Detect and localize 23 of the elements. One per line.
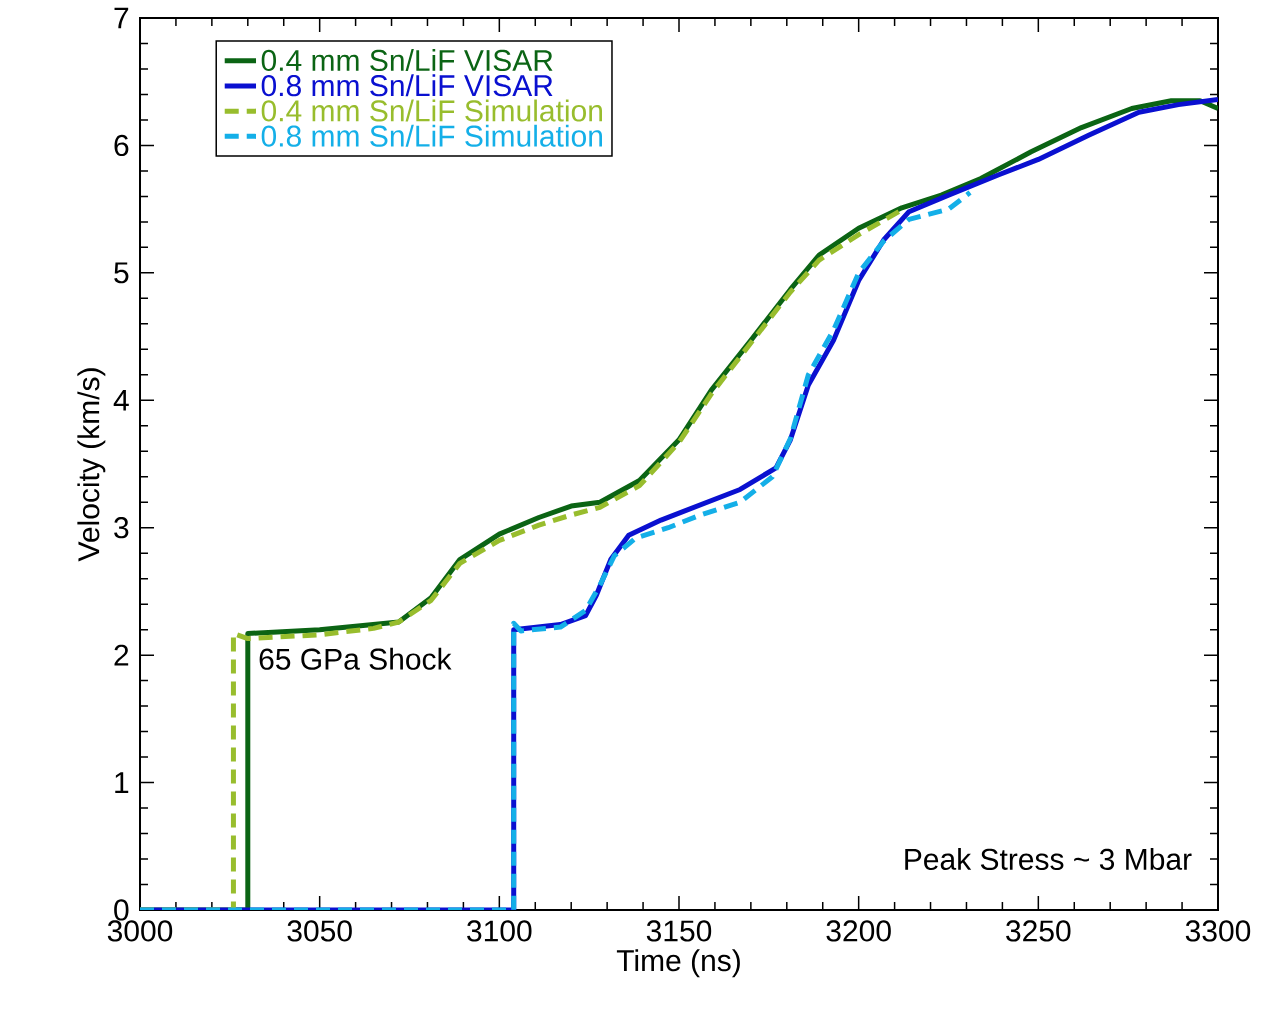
y-tick-label: 5 xyxy=(114,262,129,284)
y-tick-label: 0 xyxy=(114,899,129,921)
y-tick-label: 1 xyxy=(115,772,129,793)
y-tick-label: 7 xyxy=(114,7,129,29)
annotation: Peak Stress ~ 3 Mbar xyxy=(905,847,1192,870)
legend-label: 0.8 mm Sn/LiF VISAR xyxy=(261,74,553,97)
annotation: 65 GPa Shock xyxy=(259,647,452,670)
x-tick-label: 3200 xyxy=(826,920,891,942)
x-tick-label: 3300 xyxy=(1185,920,1251,942)
x-tick-label: 3000 xyxy=(107,920,173,942)
x-axis-title: Time (ns) xyxy=(616,949,740,978)
y-tick-label: 6 xyxy=(114,134,129,157)
y-tick-label: 2 xyxy=(114,644,129,666)
x-tick-label: 3050 xyxy=(287,920,352,942)
x-tick-label: 3100 xyxy=(467,920,532,942)
x-tick-label: 3150 xyxy=(646,920,712,942)
y-axis-title: Velocity (km/s) xyxy=(77,368,106,562)
y-tick-label: 4 xyxy=(113,389,129,411)
legend-label: 0.8 mm Sn/LiF Simulation xyxy=(261,124,602,147)
x-tick-label: 3250 xyxy=(1006,920,1071,942)
legend-label: 0.4 mm Sn/LiF VISAR xyxy=(261,49,553,72)
legend-label: 0.4 mm Sn/LiF Simulation xyxy=(261,99,602,122)
y-tick-label: 3 xyxy=(114,517,129,539)
